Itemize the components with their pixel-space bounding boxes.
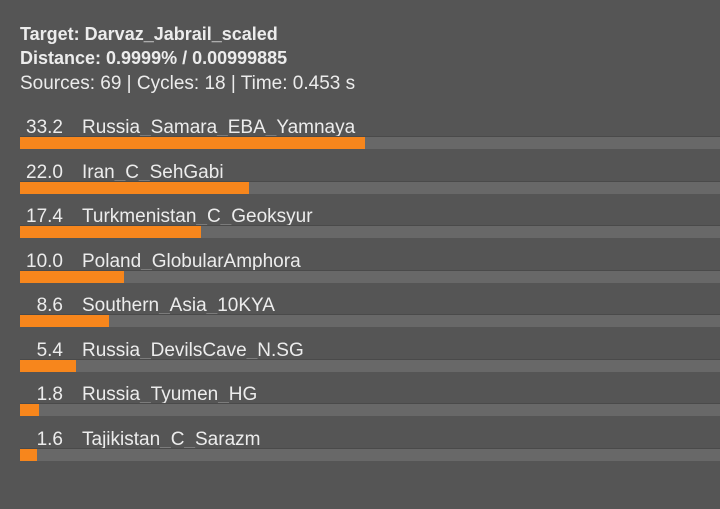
bar-track	[20, 447, 720, 461]
result-row: 33.2 Russia_Samara_EBA_Yamnaya	[0, 116, 720, 160]
population-label: Iran_C_SehGabi	[82, 161, 224, 183]
bar-value-label: 10.0	[26, 250, 63, 272]
stats-text: Sources: 69 | Cycles: 18 | Time: 0.453 s	[20, 73, 356, 94]
result-row: 22.0 Iran_C_SehGabi	[0, 161, 720, 205]
bar	[20, 181, 249, 194]
bar	[20, 448, 37, 461]
bar-value-label: 1.6	[36, 428, 63, 450]
population-label: Poland_GlobularAmphora	[82, 250, 301, 272]
population-label: Russia_Samara_EBA_Yamnaya	[82, 117, 356, 138]
bar-track	[20, 225, 720, 238]
distance-text: Distance: 0.9999% / 0.00999885	[20, 48, 288, 68]
bar	[20, 359, 77, 372]
bar-track	[20, 314, 720, 327]
bar	[20, 404, 39, 416]
bar-track	[20, 180, 720, 194]
bar-value-label: 17.4	[26, 206, 63, 227]
bar-track	[20, 136, 720, 149]
bar	[20, 315, 110, 327]
bar-track	[20, 403, 720, 416]
result-row: 17.4 Turkmenistan_C_Geoksyur	[0, 205, 720, 249]
population-label: Tajikistan_C_Sarazm	[82, 428, 261, 450]
bar-track	[20, 358, 720, 372]
result-row: 10.0 Poland_GlobularAmphora	[0, 250, 720, 294]
bar	[20, 226, 201, 238]
bar-value-label: 5.4	[36, 339, 63, 361]
population-label: Russia_DevilsCave_N.SG	[82, 339, 304, 361]
bar-value-label: 8.6	[36, 295, 63, 316]
target-title: Target: Darvaz_Jabrail_scaled	[20, 24, 278, 44]
population-label: Southern_Asia_10KYA	[82, 295, 275, 316]
bar	[20, 137, 366, 149]
result-row: 5.4 Russia_DevilsCave_N.SG	[0, 339, 720, 383]
result-row: 8.6 Southern_Asia_10KYA	[0, 294, 720, 338]
result-row: 1.6 Tajikistan_C_Sarazm	[0, 428, 720, 472]
population-label: Russia_Tyumen_HG	[82, 384, 258, 405]
bar	[20, 270, 124, 283]
result-row: 1.8 Russia_Tyumen_HG	[0, 383, 720, 427]
bar-value-label: 33.2	[26, 117, 63, 138]
bar-value-label: 22.0	[26, 161, 63, 183]
bar-track	[20, 269, 720, 283]
population-label: Turkmenistan_C_Geoksyur	[82, 206, 313, 227]
bar-value-label: 1.8	[36, 384, 63, 405]
